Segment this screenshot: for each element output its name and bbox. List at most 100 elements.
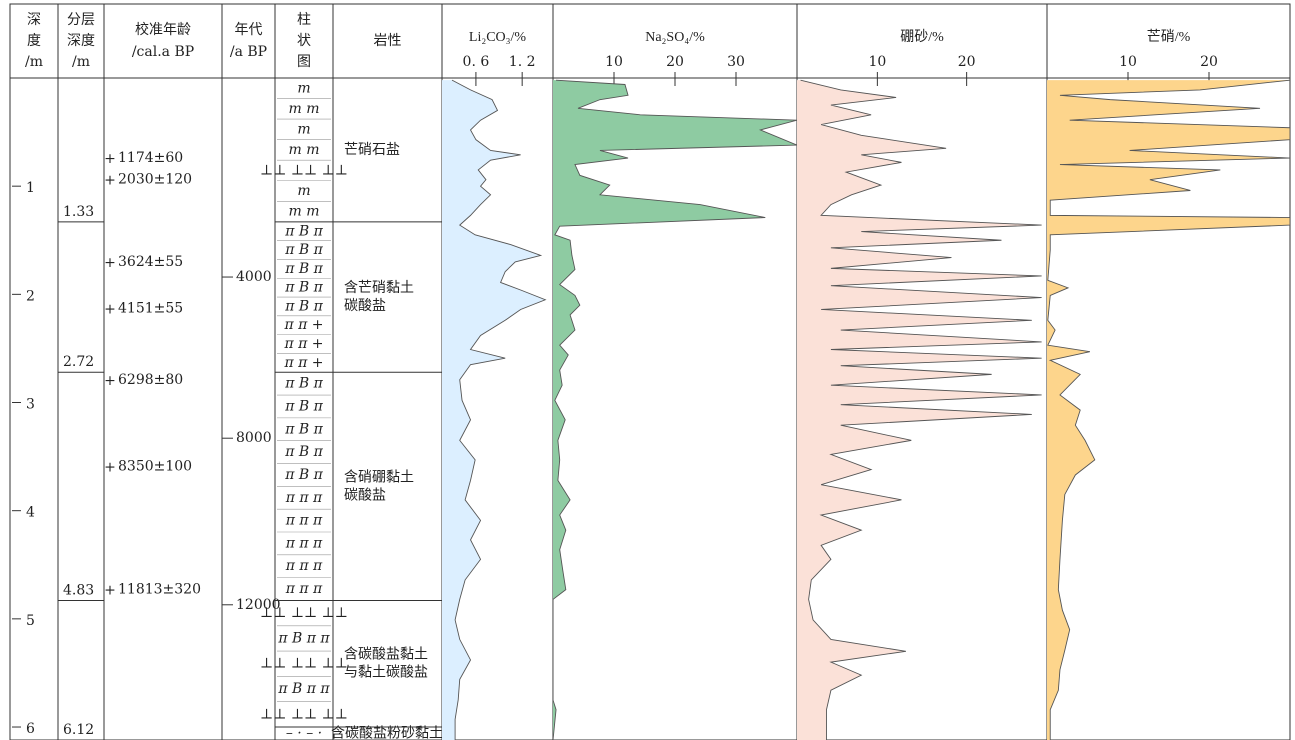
- header-label: /m: [25, 54, 43, 70]
- profile-area: [1047, 80, 1290, 740]
- layer-depth-label: 2.72: [63, 354, 94, 370]
- y-tick-label: 2: [26, 288, 35, 304]
- y-tick-label: 1: [26, 180, 35, 196]
- profile-line: [451, 79, 547, 740]
- lithology-label: 碳酸盐: [344, 487, 386, 503]
- sample-age: 2030±120: [118, 172, 192, 188]
- y-tick-label: 5: [26, 613, 35, 629]
- age-tick-label: 8000: [236, 430, 272, 446]
- column-pattern: m m: [288, 142, 319, 158]
- sample-marker: +: [104, 459, 116, 475]
- x-tick-label: 10: [868, 54, 886, 70]
- profile-area: [797, 80, 1042, 740]
- header-label: 分层: [67, 12, 95, 28]
- header-label: 深度: [67, 33, 95, 49]
- column-pattern: π π π: [285, 513, 323, 529]
- y-tick-label: 3: [26, 397, 35, 413]
- lithology-label: 含芒硝黏土: [344, 280, 414, 296]
- x-tick-label: 30: [727, 54, 745, 70]
- column-pattern: π π π: [285, 535, 323, 551]
- column-pattern: π B π: [284, 421, 323, 437]
- x-tick-label: 1. 2: [509, 54, 536, 70]
- column-pattern: π B π π: [277, 681, 330, 697]
- header-label: 图: [297, 54, 311, 70]
- sample-age: 6298±80: [118, 372, 183, 388]
- column-pattern: π π +: [283, 336, 323, 352]
- column-pattern: ⊥⊥ ⊥⊥ ⊥⊥: [260, 605, 348, 621]
- column-pattern: m: [297, 183, 310, 199]
- layer-depth-label: 6.12: [63, 722, 94, 738]
- sample-age: 1174±60: [118, 150, 183, 166]
- column-pattern: π B π π: [277, 630, 330, 646]
- column-pattern: π π π: [285, 490, 323, 506]
- lithology-label: 含碳酸盐粉砂黏土: [331, 726, 443, 740]
- column-pattern: π B π: [284, 242, 323, 258]
- sample-marker: +: [104, 583, 116, 599]
- column-pattern: π B π: [284, 444, 323, 460]
- header-label: /cal.a BP: [132, 44, 194, 60]
- age-tick-label: 12000: [236, 597, 281, 613]
- column-pattern: ⊥⊥ ⊥⊥ ⊥⊥: [260, 706, 348, 722]
- sample-marker: +: [104, 301, 116, 317]
- x-tick-label: 10: [1119, 54, 1137, 70]
- panel-title: Na₂SO₄/%: [645, 30, 705, 45]
- age-tick-label: 4000: [236, 269, 272, 285]
- x-tick-label: 20: [666, 54, 684, 70]
- column-pattern: m m: [288, 101, 319, 117]
- panel-title: 芒硝/%: [1147, 29, 1191, 45]
- sample-marker: +: [104, 173, 116, 189]
- profile-line: [553, 79, 797, 740]
- header-label: 度: [27, 33, 41, 49]
- header-label: /a BP: [230, 44, 267, 60]
- column-pattern: m: [297, 121, 310, 137]
- sample-marker: +: [104, 151, 116, 167]
- y-tick-label: 4: [26, 505, 35, 521]
- header-label: 深: [27, 12, 41, 28]
- sample-age: 11813±320: [118, 582, 201, 598]
- column-pattern: π π +: [283, 317, 323, 333]
- column-pattern: π B π: [284, 398, 323, 414]
- sample-age: 4151±55: [118, 300, 183, 316]
- header-label: 校准年龄: [135, 21, 191, 38]
- header-label: 年代: [235, 22, 263, 38]
- sample-age: 3624±55: [118, 254, 183, 270]
- column-pattern: ⊥⊥ ⊥⊥ ⊥⊥: [260, 656, 348, 672]
- sample-marker: +: [104, 255, 116, 271]
- column-pattern: m: [297, 80, 310, 96]
- x-tick-label: 20: [1200, 54, 1218, 70]
- lithology-label: 含碳酸盐黏土: [344, 647, 428, 663]
- column-pattern: π B π: [284, 280, 323, 296]
- x-tick-label: 0. 6: [463, 54, 490, 70]
- header-label: /m: [72, 54, 90, 70]
- column-pattern: ⊥⊥ ⊥⊥ ⊥⊥: [260, 162, 348, 178]
- layer-depth-label: 1.33: [63, 204, 94, 220]
- column-pattern: m m: [288, 204, 319, 220]
- layer-depth-label: 4.83: [63, 582, 94, 598]
- column-pattern: π π π: [285, 558, 323, 574]
- sample-marker: +: [104, 373, 116, 389]
- frame: [9, 3, 1291, 740]
- profile-area: [442, 80, 546, 740]
- column-pattern: π B π: [284, 376, 323, 392]
- lithology-label: 碳酸盐: [344, 298, 386, 314]
- x-tick-label: 20: [958, 54, 976, 70]
- column-pattern: π B π: [284, 467, 323, 483]
- panel-title: 硼砂/%: [900, 29, 944, 45]
- lithology-label: 与黏土碳酸盐: [344, 665, 428, 681]
- lithology-label: 含硝硼黏土: [344, 469, 414, 485]
- profile-line: [800, 79, 1042, 740]
- sample-age: 8350±100: [118, 458, 192, 474]
- y-tick-label: 6: [26, 721, 35, 737]
- lithology-label: 芒硝石盐: [344, 142, 400, 158]
- column-pattern: π π +: [283, 355, 323, 371]
- header-label: 柱: [297, 12, 311, 28]
- profile-area: [553, 80, 797, 740]
- profile-line: [1047, 79, 1290, 740]
- x-tick-label: 10: [605, 54, 623, 70]
- header-label: 岩性: [374, 33, 402, 49]
- panel-title: Li₂CO₃/%: [469, 30, 527, 45]
- header-label: 状: [297, 33, 311, 49]
- column-pattern: – · – ·: [286, 726, 322, 740]
